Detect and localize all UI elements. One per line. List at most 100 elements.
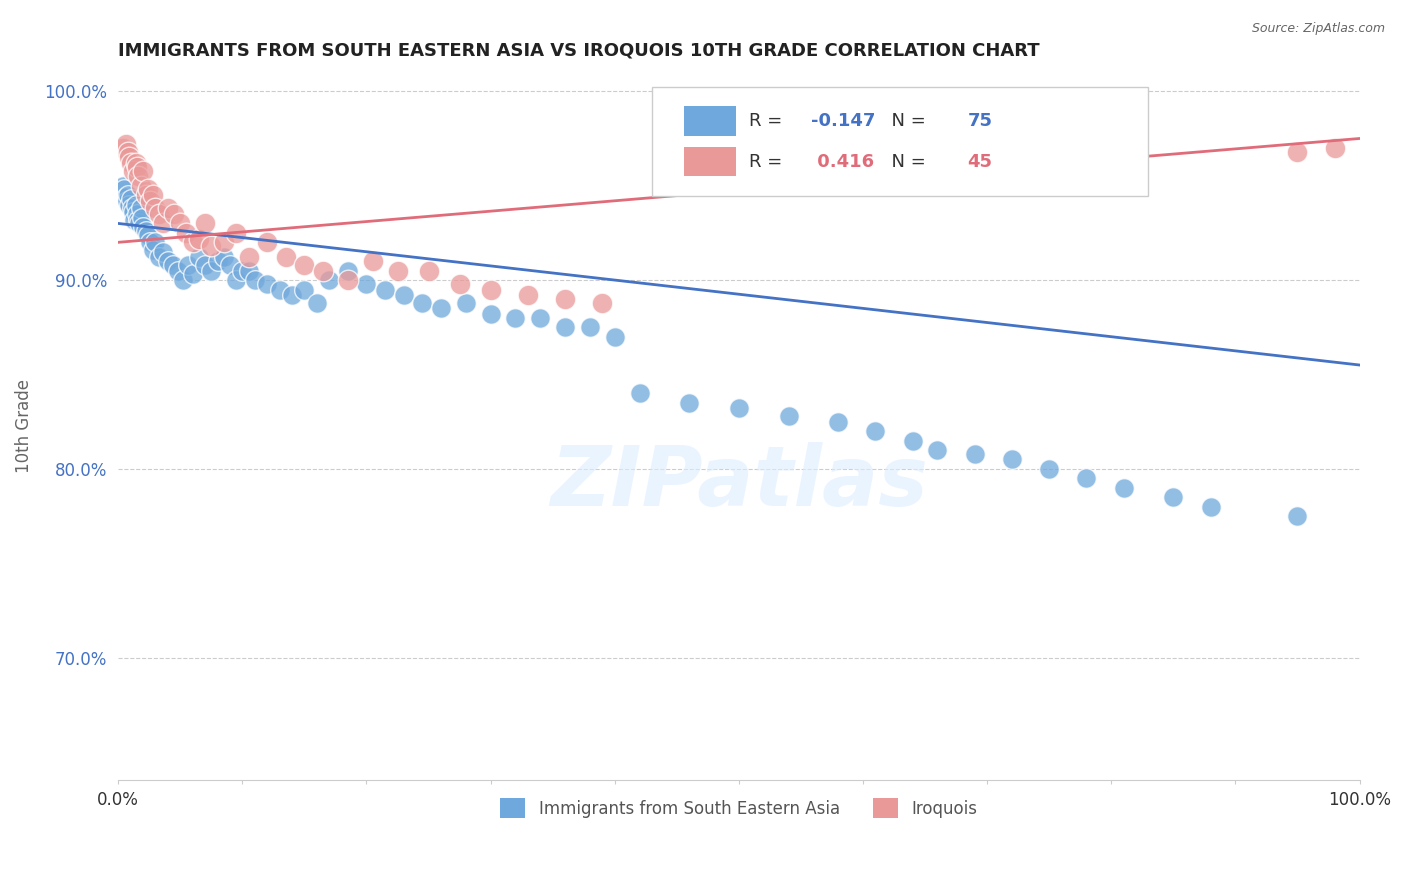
Point bbox=[336, 263, 359, 277]
Point bbox=[136, 227, 159, 242]
Point bbox=[142, 243, 165, 257]
Point bbox=[169, 216, 191, 230]
Point bbox=[156, 202, 179, 216]
Point bbox=[124, 156, 146, 170]
Point bbox=[139, 235, 162, 250]
Point bbox=[901, 434, 924, 448]
Point bbox=[281, 288, 304, 302]
Point bbox=[305, 295, 328, 310]
Point bbox=[387, 263, 409, 277]
Point bbox=[1163, 490, 1185, 504]
Point bbox=[827, 415, 849, 429]
Point bbox=[950, 163, 973, 178]
Point bbox=[200, 263, 222, 277]
FancyBboxPatch shape bbox=[685, 147, 737, 177]
Text: 45: 45 bbox=[967, 153, 993, 170]
Point bbox=[187, 231, 209, 245]
Point bbox=[505, 310, 527, 325]
Point bbox=[927, 442, 949, 457]
Point bbox=[554, 320, 576, 334]
Point bbox=[361, 254, 384, 268]
Point bbox=[125, 207, 148, 221]
Point bbox=[1001, 452, 1024, 467]
Point bbox=[166, 263, 188, 277]
Point bbox=[131, 211, 153, 225]
Point bbox=[591, 295, 613, 310]
Point bbox=[454, 295, 477, 310]
Point bbox=[118, 150, 141, 164]
Point bbox=[145, 235, 167, 250]
Point bbox=[181, 268, 204, 282]
Point bbox=[1038, 462, 1060, 476]
Point bbox=[219, 258, 242, 272]
Text: Source: ZipAtlas.com: Source: ZipAtlas.com bbox=[1251, 22, 1385, 36]
Point bbox=[177, 258, 200, 272]
Point bbox=[145, 202, 167, 216]
Point bbox=[128, 216, 150, 230]
Point bbox=[194, 216, 217, 230]
Point bbox=[865, 424, 887, 438]
Point bbox=[156, 254, 179, 268]
Point bbox=[112, 141, 135, 155]
Point bbox=[172, 273, 194, 287]
FancyBboxPatch shape bbox=[652, 87, 1149, 196]
Point bbox=[392, 288, 415, 302]
Point bbox=[225, 273, 247, 287]
Point bbox=[1323, 141, 1346, 155]
Text: N =: N = bbox=[880, 153, 932, 170]
Text: N =: N = bbox=[880, 112, 932, 130]
Point bbox=[187, 251, 209, 265]
Text: ZIPatlas: ZIPatlas bbox=[550, 442, 928, 524]
Point bbox=[122, 205, 145, 219]
Point bbox=[294, 258, 316, 272]
Point bbox=[238, 251, 260, 265]
Point bbox=[136, 182, 159, 196]
Point bbox=[122, 163, 145, 178]
Point bbox=[479, 283, 502, 297]
Point bbox=[678, 396, 700, 410]
Point bbox=[243, 273, 266, 287]
Point bbox=[374, 283, 396, 297]
Point bbox=[194, 258, 217, 272]
Text: -0.147: -0.147 bbox=[811, 112, 875, 130]
Point bbox=[579, 320, 602, 334]
Point bbox=[132, 220, 155, 235]
Point bbox=[256, 277, 278, 291]
Point bbox=[118, 197, 141, 211]
Point bbox=[1076, 471, 1098, 485]
Point bbox=[117, 145, 139, 159]
Point bbox=[212, 235, 235, 250]
Point bbox=[418, 263, 440, 277]
Point bbox=[449, 277, 471, 291]
Text: 75: 75 bbox=[967, 112, 993, 130]
Point bbox=[115, 194, 138, 208]
Point bbox=[554, 292, 576, 306]
Point bbox=[225, 226, 247, 240]
Point bbox=[129, 202, 152, 216]
Point bbox=[181, 235, 204, 250]
Point bbox=[112, 178, 135, 193]
Point bbox=[603, 329, 626, 343]
Text: R =: R = bbox=[749, 112, 787, 130]
Point bbox=[1199, 500, 1222, 514]
Point bbox=[356, 277, 378, 291]
Point bbox=[1286, 145, 1309, 159]
Point bbox=[516, 288, 538, 302]
Point bbox=[231, 263, 253, 277]
Point bbox=[114, 190, 136, 204]
Point bbox=[162, 258, 184, 272]
Point bbox=[411, 295, 433, 310]
Point bbox=[336, 273, 359, 287]
Point bbox=[124, 212, 146, 227]
Point bbox=[529, 310, 551, 325]
Point bbox=[112, 182, 135, 196]
Point bbox=[269, 283, 291, 297]
Point bbox=[728, 401, 751, 416]
Point bbox=[778, 409, 800, 423]
Point bbox=[479, 307, 502, 321]
Point bbox=[238, 263, 260, 277]
Point bbox=[135, 224, 157, 238]
Point bbox=[152, 216, 174, 230]
Point bbox=[274, 251, 297, 265]
Point bbox=[121, 202, 143, 216]
